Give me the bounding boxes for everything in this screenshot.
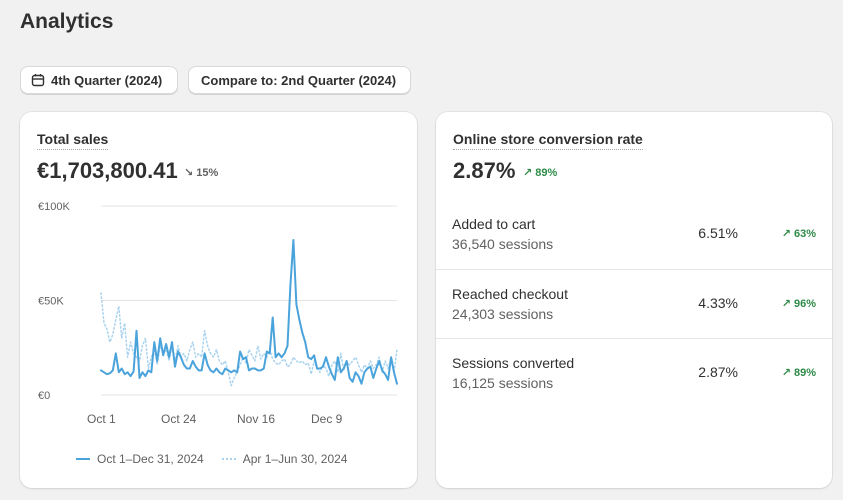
x-tick-label: Oct 1 [87, 412, 116, 426]
total-sales-change: ↘ 15% [184, 167, 219, 179]
x-tick-label: Oct 24 [161, 412, 197, 426]
legend-dotted-swatch [221, 458, 236, 460]
y-tick-label: €100K [38, 201, 70, 213]
funnel-row: Added to cart 36,540 sessions 6.51% ↗ 63… [436, 200, 832, 268]
sales-chart: €0 €50K €100K Oct 1 Oct 24 Nov 16 Dec 9 [38, 201, 398, 426]
compare-label: Compare to: 2nd Quarter (2024) [201, 72, 397, 88]
current-period-line [100, 239, 398, 385]
funnel-row-change: ↗ 63% [781, 228, 816, 240]
y-tick-label: €50K [38, 296, 64, 308]
funnel-row-sessions: 36,540 sessions [452, 236, 554, 252]
funnel-row: Reached checkout 24,303 sessions 4.33% ↗… [436, 269, 832, 337]
legend-current: Oct 1–Dec 31, 2024 [76, 452, 204, 466]
funnel-row-change: ↗ 89% [781, 367, 816, 379]
conversion-change: ↗ 89% [523, 167, 558, 179]
funnel-row-label: Added to cart [452, 216, 536, 232]
funnel-row-rate: 2.87% [698, 364, 738, 380]
legend-current-label: Oct 1–Dec 31, 2024 [97, 452, 204, 466]
funnel-row-rate: 4.33% [698, 295, 738, 311]
funnel-row-rate: 6.51% [698, 225, 738, 241]
compare-button[interactable]: Compare to: 2nd Quarter (2024) [188, 66, 411, 94]
date-range-button[interactable]: 4th Quarter (2024) [20, 66, 178, 94]
total-sales-title[interactable]: Total sales [37, 131, 109, 150]
conversion-card: Online store conversion rate 2.87% ↗ 89%… [436, 112, 832, 488]
funnel-row-sessions: 24,303 sessions [452, 306, 554, 322]
total-sales-value: €1,703,800.41 [37, 158, 178, 183]
funnel-row-label: Reached checkout [452, 286, 568, 302]
calendar-icon [31, 73, 45, 87]
legend-solid-swatch [76, 458, 90, 460]
legend-previous-label: Apr 1–Jun 30, 2024 [242, 452, 348, 466]
funnel-row-label: Sessions converted [452, 355, 575, 371]
previous-period-line [100, 292, 398, 387]
funnel-row: Sessions converted 16,125 sessions 2.87%… [436, 338, 832, 406]
conversion-title[interactable]: Online store conversion rate [453, 131, 643, 150]
chart-legend: Oct 1–Dec 31, 2024 Apr 1–Jun 30, 2024 [76, 452, 347, 466]
y-tick-label: €0 [38, 390, 50, 402]
x-tick-label: Nov 16 [237, 412, 275, 426]
funnel-row-sessions: 16,125 sessions [452, 375, 554, 391]
x-tick-label: Dec 9 [311, 412, 343, 426]
legend-previous: Apr 1–Jun 30, 2024 [221, 452, 348, 466]
conversion-value: 2.87% [453, 158, 516, 183]
date-range-label: 4th Quarter (2024) [51, 72, 163, 88]
page-title: Analytics [20, 10, 114, 33]
total-sales-card: Total sales €1,703,800.41 ↘ 15% €0 €50K €1… [20, 112, 417, 488]
funnel-row-change: ↗ 96% [781, 298, 816, 310]
